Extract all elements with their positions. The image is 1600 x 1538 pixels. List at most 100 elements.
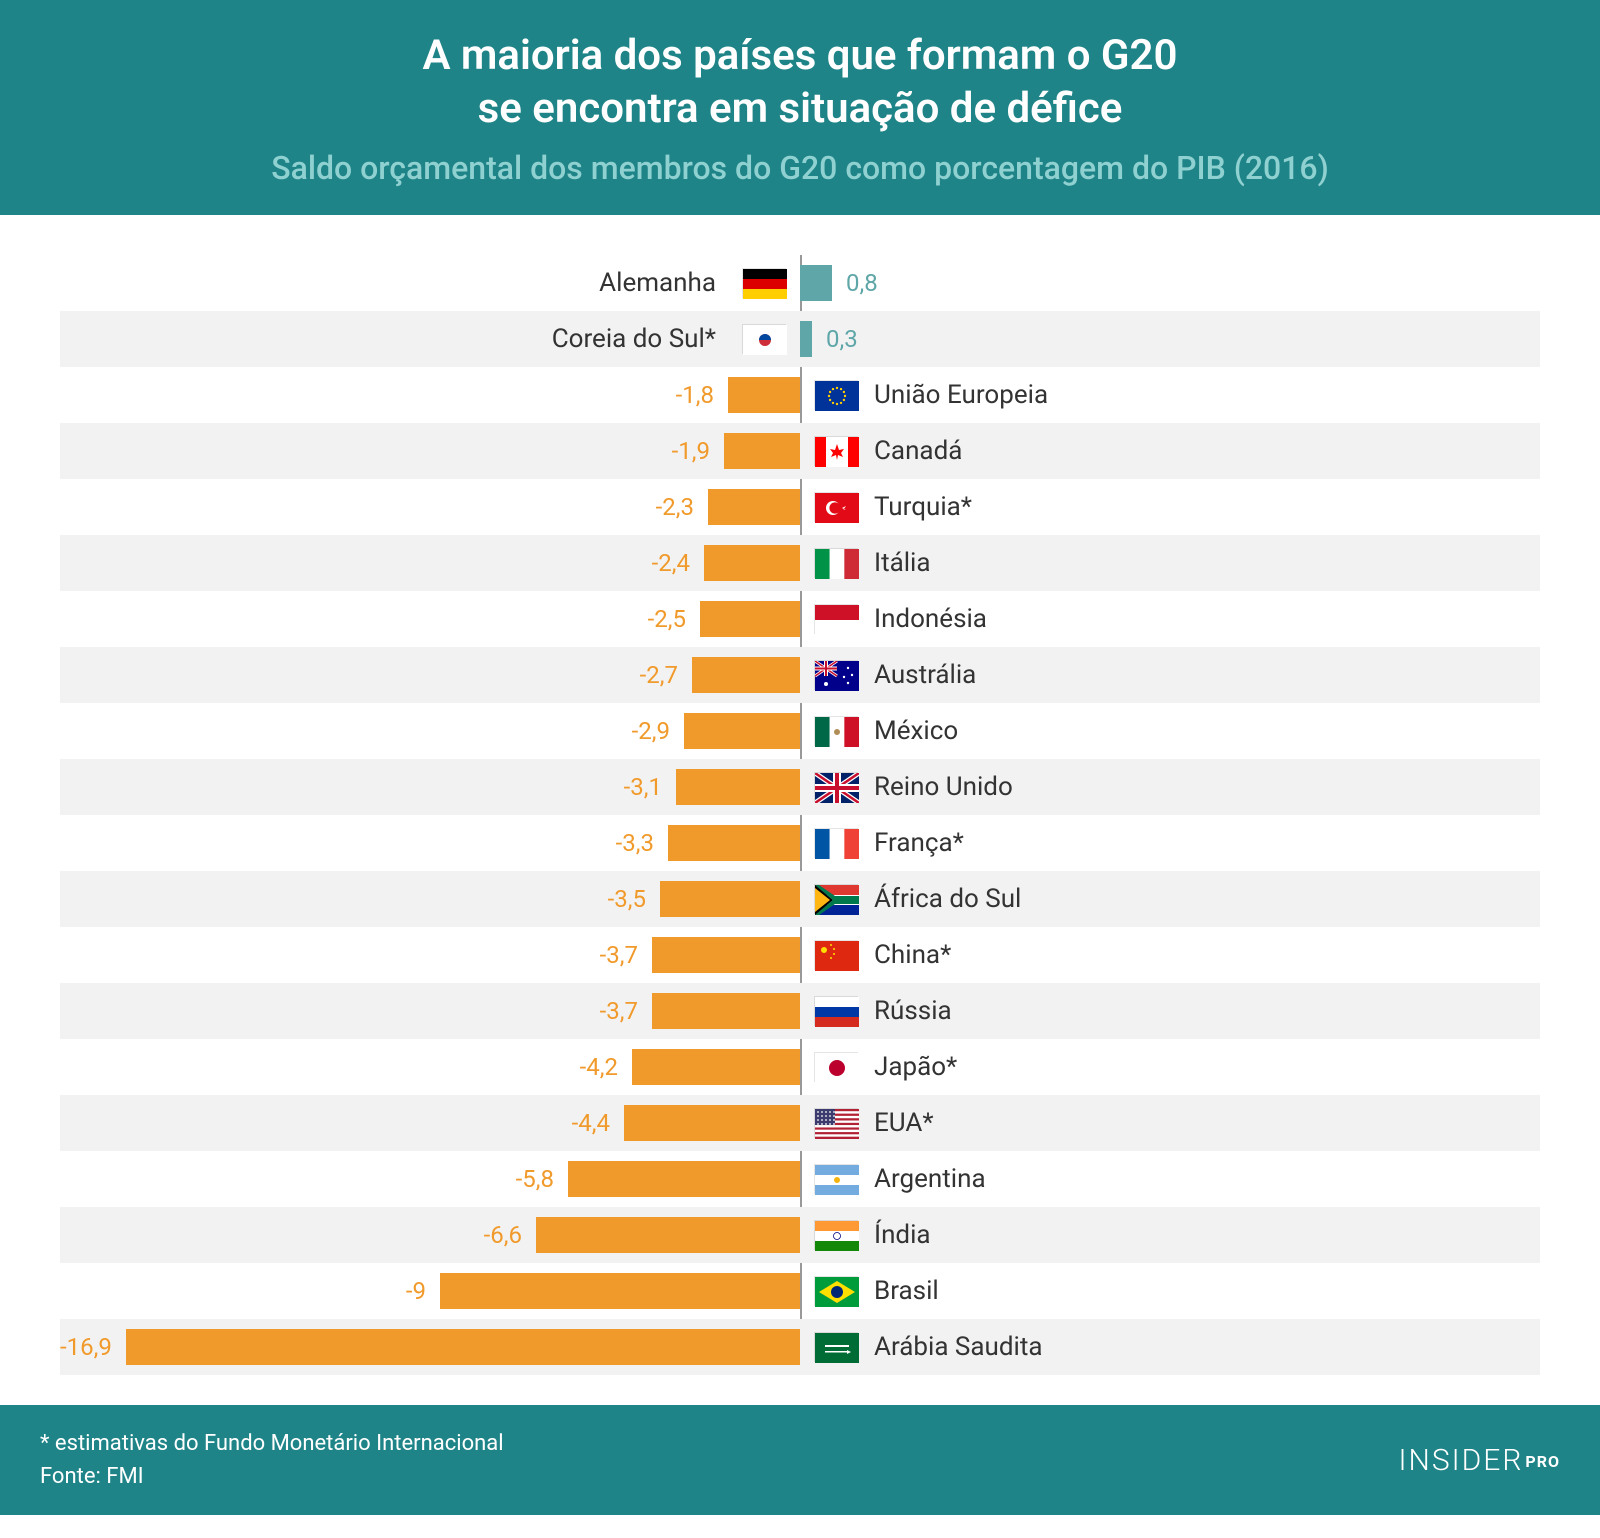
chart-row: -3,7 Rússia [60,983,1540,1039]
footnote-source: Fonte: FMI [40,1460,504,1493]
chart-title: A maioria dos países que formam o G20 se… [40,30,1560,135]
chart-row: -1,9 Canadá [60,423,1540,479]
country-label: Argentina [874,1164,986,1194]
chart-row: -3,5 África do Sul [60,871,1540,927]
flag-icon [814,1108,858,1138]
value-label: -5,8 [516,1165,554,1193]
bar-negative [568,1161,800,1197]
value-label: -3,5 [608,885,646,913]
flag-icon [814,380,858,410]
bar-negative [652,993,800,1029]
flag-icon [814,1332,858,1362]
value-label: -1,9 [672,437,710,465]
value-label: -16,9 [60,1333,112,1361]
chart-row: -5,8 Argentina [60,1151,1540,1207]
value-label: -4,2 [580,1053,618,1081]
bar-negative [704,545,800,581]
value-label: -4,4 [572,1109,610,1137]
country-label: Indonésia [874,604,987,634]
value-label: -1,8 [676,381,714,409]
bar-negative [724,433,800,469]
bar-negative [660,881,800,917]
country-label: África do Sul [874,884,1021,914]
chart-subtitle: Saldo orçamental dos membros do G20 como… [40,149,1560,187]
footnotes: * estimativas do Fundo Monetário Interna… [40,1427,504,1493]
bar-positive [800,321,812,357]
flag-icon [814,940,858,970]
country-label: Alemanha [599,268,716,298]
value-label: -2,4 [652,549,690,577]
chart-row: -2,4 Itália [60,535,1540,591]
chart-row: -3,7 China* [60,927,1540,983]
chart-row: -3,3 França* [60,815,1540,871]
chart-row: -4,4 EUA* [60,1095,1540,1151]
flag-icon [814,492,858,522]
flag-icon [814,436,858,466]
bar-negative [692,657,800,693]
chart-header: A maioria dos países que formam o G20 se… [0,0,1600,215]
bar-negative [624,1105,800,1141]
value-label: -2,5 [648,605,686,633]
flag-icon [814,996,858,1026]
country-label: Índia [874,1220,931,1250]
country-label: União Europeia [874,380,1048,410]
bar-negative [708,489,800,525]
flag-icon [814,1220,858,1250]
brand-main: INSIDER [1399,1443,1524,1478]
value-label: -3,7 [600,941,638,969]
chart-row: -1,8 União Europeia [60,367,1540,423]
flag-icon [814,660,858,690]
chart-row: -2,5 Indonésia [60,591,1540,647]
chart-row: -9 Brasil [60,1263,1540,1319]
bar-negative [676,769,800,805]
value-label: -2,7 [640,661,678,689]
title-line-2: se encontra em situação de défice [478,84,1123,133]
bar-negative [632,1049,800,1085]
flag-icon [814,548,858,578]
country-label: Itália [874,548,931,578]
country-label: Reino Unido [874,772,1013,802]
country-label: México [874,716,958,746]
country-label: Rússia [874,996,952,1026]
country-label: Brasil [874,1276,939,1306]
bar-negative [126,1329,800,1365]
country-label: EUA* [874,1108,934,1138]
country-label: Canadá [874,436,962,466]
country-label: Turquia* [874,492,972,522]
flag-icon [814,1164,858,1194]
flag-icon [814,1276,858,1306]
footnote-asterisk: * estimativas do Fundo Monetário Interna… [40,1427,504,1460]
chart-row: -4,2 Japão* [60,1039,1540,1095]
chart-row: -2,3 Turquia* [60,479,1540,535]
chart-body: Alemanha 0,8 Coreia do Sul* 0,3 -1,8 União Eu… [0,215,1600,1405]
title-line-1: A maioria dos países que formam o G20 [422,31,1177,80]
chart-row: -2,9México [60,703,1540,759]
brand-logo: INSIDERPRO [1399,1443,1560,1478]
brand-sub: PRO [1525,1452,1560,1471]
value-label: -3,3 [616,829,654,857]
country-label: Japão* [874,1052,957,1082]
country-label: França* [874,828,964,858]
value-label: -9 [406,1277,426,1305]
country-label: Coreia do Sul* [552,324,716,354]
chart-footer: * estimativas do Fundo Monetário Interna… [0,1405,1600,1515]
flag-icon [814,1052,858,1082]
flag-icon [814,772,858,802]
flag-icon [742,268,786,298]
country-label: Arábia Saudita [874,1332,1042,1362]
value-label: -3,7 [600,997,638,1025]
value-label: -2,3 [656,493,694,521]
bar-negative [536,1217,800,1253]
flag-icon [814,884,858,914]
chart-row: -2,7Austrália [60,647,1540,703]
value-label: -6,6 [484,1221,522,1249]
bar-negative [668,825,800,861]
flag-icon [814,828,858,858]
country-label: China* [874,940,951,970]
chart-row: Alemanha 0,8 [60,255,1540,311]
chart-row: -3,1Reino Unido [60,759,1540,815]
value-label: 0,8 [846,269,878,297]
bar-negative [700,601,800,637]
flag-icon [814,604,858,634]
value-label: 0,3 [826,325,858,353]
